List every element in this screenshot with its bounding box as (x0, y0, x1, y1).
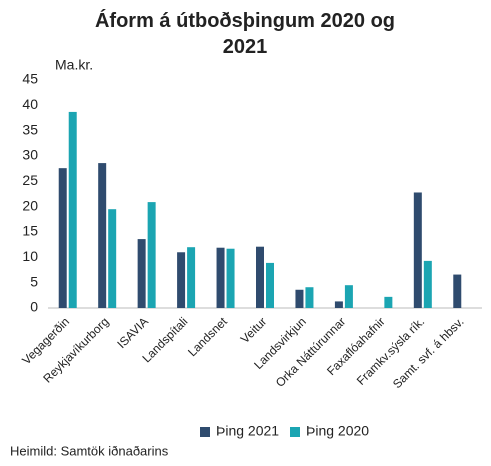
bar (187, 247, 196, 308)
x-tick-label: ISAVIA (114, 314, 151, 351)
y-axis-label: Ma.kr. (55, 57, 93, 73)
y-tick-label: 40 (22, 96, 38, 112)
bar (384, 296, 393, 308)
bar (334, 301, 343, 308)
legend-swatch (200, 427, 210, 437)
x-tick-label: Veitur (238, 314, 270, 346)
bar (216, 247, 225, 308)
bar (68, 111, 77, 308)
y-tick-label: 45 (22, 71, 38, 87)
y-tick-label: 35 (22, 121, 38, 137)
y-tick-label: 30 (22, 147, 38, 163)
x-tick-label: Framkv.sýsla rík. (354, 314, 427, 387)
bar (266, 262, 274, 308)
y-tick-label: 5 (30, 273, 38, 289)
legend-label: Þing 2020 (306, 423, 369, 439)
bar (423, 260, 432, 308)
bar (295, 289, 304, 308)
bar (453, 274, 462, 308)
bar (256, 246, 264, 308)
x-tick-label: Samt. svf. á hbsv. (390, 314, 467, 391)
y-tick-label: 25 (22, 172, 38, 188)
x-tick-label: Landsnet (185, 314, 230, 359)
chart-title: Áform á útboðsþingum 2020 og 2021 (94, 10, 396, 58)
bar (226, 248, 235, 308)
bar (177, 252, 186, 308)
source: Heimild: Samtök iðnaðarins (10, 443, 169, 458)
legend-label: Þing 2021 (216, 423, 279, 439)
bar (58, 168, 67, 308)
y-tick-label: 10 (22, 248, 38, 264)
bar (305, 287, 314, 308)
y-tick-label: 0 (30, 299, 38, 315)
bar (413, 192, 422, 308)
bar (108, 209, 117, 308)
legend-swatch (290, 427, 300, 437)
bar (344, 285, 353, 308)
y-tick-label: 15 (22, 223, 38, 239)
y-tick-label: 20 (22, 197, 38, 213)
bar (98, 163, 107, 308)
bar (137, 239, 146, 308)
bar (147, 202, 156, 308)
x-tick-label: Orka Náttúrunnar (273, 314, 348, 389)
